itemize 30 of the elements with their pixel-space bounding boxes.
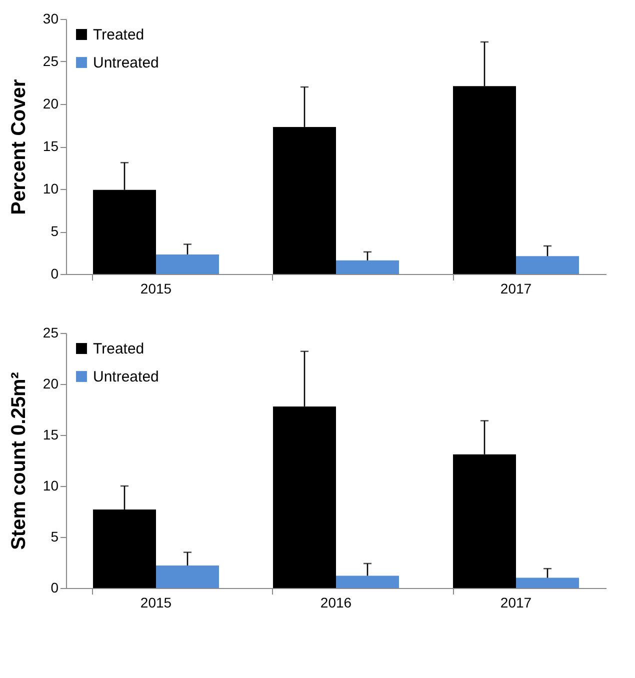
x-tick-label: 2015: [140, 594, 172, 610]
y-axis-title: Percent Cover: [8, 78, 30, 215]
x-tick-label: 2015: [140, 280, 172, 296]
y-tick-label: 5: [50, 528, 59, 544]
y-tick-label: 25: [42, 324, 59, 340]
y-tick-label: 0: [50, 580, 59, 596]
bar: [516, 578, 579, 588]
y-tick-label: 15: [42, 426, 59, 442]
y-tick-label: 0: [50, 266, 59, 282]
y-tick-label: 20: [42, 96, 59, 112]
y-tick-label: 15: [42, 138, 59, 154]
x-tick-label: 2017: [500, 280, 532, 296]
bar: [336, 260, 399, 274]
bar: [516, 256, 579, 274]
y-axis-title: Stem count 0.25m²: [8, 372, 30, 550]
y-tick-label: 25: [42, 53, 59, 69]
y-tick-label: 20: [42, 376, 59, 392]
y-tick-label: 30: [42, 10, 59, 26]
y-tick-label: 10: [42, 180, 59, 196]
bar: [156, 254, 219, 274]
y-tick-label: 5: [50, 223, 59, 239]
bar: [156, 566, 219, 588]
legend-label: Treated: [93, 26, 144, 44]
x-tick-label: 2017: [500, 594, 532, 610]
legend-label: Treated: [93, 340, 144, 358]
y-tick-label: 10: [42, 478, 59, 494]
bar: [336, 576, 399, 588]
x-tick-label: 2016: [320, 594, 352, 610]
legend-label: Untreated: [93, 54, 159, 72]
legend-label: Untreated: [93, 368, 159, 386]
